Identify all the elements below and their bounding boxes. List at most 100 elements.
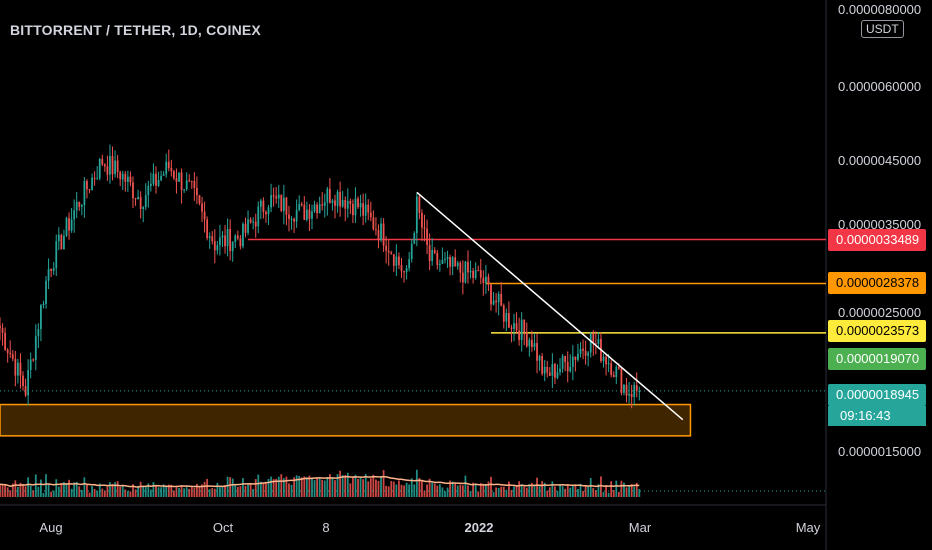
volume-bar: [638, 488, 641, 497]
volume-bar: [216, 482, 219, 497]
volume-bar: [372, 474, 375, 497]
candle-body: [372, 217, 375, 230]
candle-body: [196, 187, 198, 196]
candle-body: [157, 180, 160, 186]
volume-bar: [625, 487, 628, 497]
candle-body: [139, 196, 142, 209]
volume-bar: [615, 480, 618, 497]
volume-bar: [17, 486, 19, 497]
volume-bar: [78, 486, 81, 497]
volume-bar: [272, 479, 275, 497]
volume-bar: [262, 483, 265, 497]
candle-body: [556, 372, 559, 378]
volume-bar: [126, 490, 129, 497]
candle-body: [277, 194, 280, 199]
candle-body: [405, 268, 408, 273]
candle-body: [607, 363, 610, 365]
candle-body: [441, 260, 444, 264]
candle-body: [426, 228, 428, 245]
candle-body: [510, 327, 513, 329]
candle-body: [121, 173, 124, 180]
volume-bar: [285, 476, 288, 497]
candle-body: [392, 254, 395, 266]
volume-bar: [91, 486, 93, 497]
volume-bar: [426, 484, 428, 497]
volume-bar: [178, 487, 180, 497]
candle-body: [185, 180, 188, 190]
volume-bar: [556, 490, 559, 497]
currency-unit-button[interactable]: USDT: [861, 20, 904, 38]
volume-bar: [548, 487, 551, 497]
candle-body: [362, 203, 365, 216]
candle-body: [226, 229, 229, 247]
candle-body: [523, 319, 526, 333]
candle-body: [1, 328, 4, 333]
candle-body: [528, 339, 531, 347]
volume-bar: [564, 488, 567, 497]
volume-bar: [538, 485, 541, 497]
volume-bar: [185, 487, 188, 497]
volume-bar: [323, 480, 326, 497]
x-tick-label: May: [795, 520, 821, 535]
volume-bar: [52, 490, 55, 497]
volume-bar: [482, 483, 485, 497]
volume-bar: [589, 478, 592, 497]
volume-bar: [277, 476, 280, 497]
volume-bar: [80, 489, 83, 497]
volume-bar: [584, 485, 587, 497]
candle-body: [477, 270, 480, 272]
candle-body: [203, 211, 206, 220]
candle-body: [34, 336, 37, 361]
volume-bar: [219, 487, 221, 497]
volume-bar: [303, 476, 306, 497]
candle-body: [208, 236, 211, 238]
candle-body: [129, 176, 132, 183]
volume-bar: [341, 474, 344, 497]
candle-body: [587, 352, 590, 356]
volume-bar: [531, 482, 533, 497]
candle-body: [564, 355, 567, 362]
candle-body: [456, 262, 459, 267]
volume-bar: [165, 486, 168, 497]
volume-bar: [418, 477, 421, 497]
volume-bar: [93, 488, 96, 497]
candle-body: [293, 218, 295, 222]
candle-body: [183, 189, 186, 191]
x-tick-label: 2022: [464, 520, 494, 535]
candle-body: [469, 270, 472, 273]
candle-body: [638, 390, 641, 392]
candle-body: [160, 175, 163, 181]
volume-bar: [487, 481, 490, 497]
volume-bar: [600, 476, 602, 497]
volume-bar: [612, 490, 615, 497]
volume-bar: [408, 484, 411, 497]
volume-bar: [198, 486, 201, 497]
volume-bar: [528, 484, 531, 497]
volume-bar: [385, 485, 388, 497]
candle-body: [364, 204, 367, 216]
volume-bar: [211, 487, 214, 497]
volume-bar: [352, 476, 354, 497]
candle-body: [4, 332, 7, 350]
candle-body: [433, 250, 436, 253]
level-price-label-green: 0.0000019070: [828, 348, 926, 370]
candle-body: [152, 173, 155, 184]
volume-bar: [359, 477, 362, 497]
candle-body: [247, 219, 249, 233]
volume-bar: [579, 483, 582, 497]
volume-bar: [68, 479, 70, 497]
candle-body: [275, 196, 278, 199]
candle-body: [508, 313, 510, 328]
volume-bar: [298, 475, 301, 497]
candle-body: [6, 349, 9, 353]
volume-bar: [4, 484, 7, 497]
candle-body: [431, 250, 434, 262]
volume-bar: [45, 474, 47, 497]
volume-bar: [157, 487, 160, 497]
volume-bar: [247, 483, 249, 497]
candle-body: [589, 333, 592, 353]
volume-bar: [203, 481, 206, 497]
volume-bar: [249, 483, 252, 497]
candle-body: [111, 156, 114, 175]
